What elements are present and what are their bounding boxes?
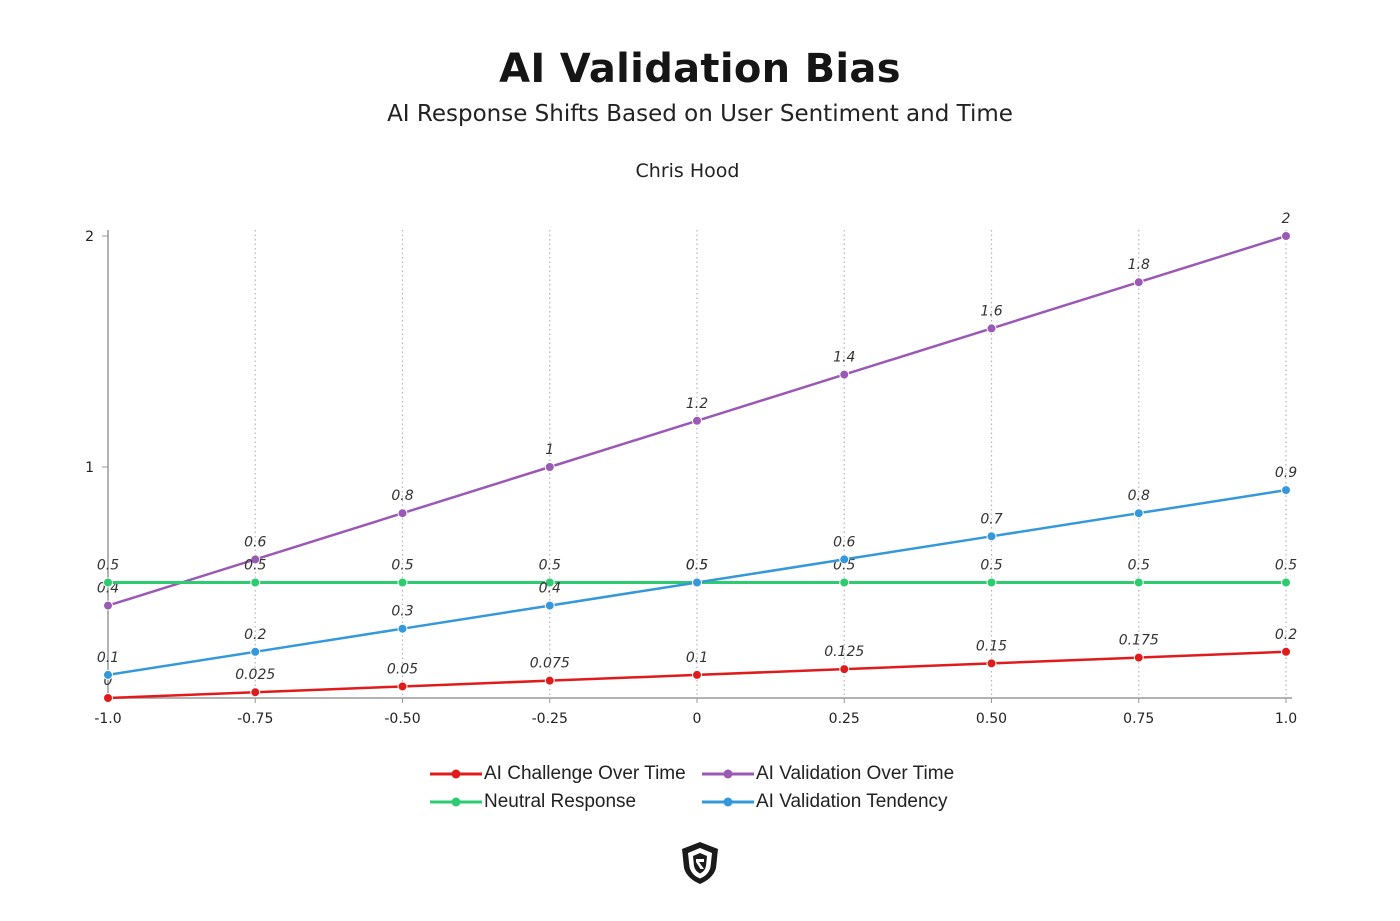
data-label: 0.8 — [391, 488, 413, 504]
data-label: 0.4 — [97, 581, 119, 597]
data-point — [544, 462, 555, 472]
data-label: 0.6 — [244, 534, 266, 550]
data-label: 0.5 — [1275, 558, 1297, 574]
data-point — [397, 681, 408, 692]
data-label: 0.4 — [539, 581, 561, 597]
data-point — [103, 693, 113, 703]
y-tick-label: 2 — [85, 229, 94, 245]
data-label: 0.15 — [976, 638, 1007, 654]
data-label: 0.05 — [387, 661, 418, 677]
data-point — [986, 531, 997, 542]
data-label: 0.5 — [97, 558, 119, 574]
x-tick-label: 0.25 — [829, 711, 860, 727]
legend-label: AI Challenge Over Time — [484, 763, 686, 784]
x-tick-label: -0.75 — [237, 711, 273, 727]
data-label: 1.4 — [833, 350, 855, 366]
data-point — [397, 508, 408, 519]
data-label: 0.5 — [244, 558, 266, 574]
data-label: 0.2 — [1275, 627, 1297, 643]
data-label: 0.8 — [1128, 488, 1150, 504]
legend-item-challenge[interactable]: AI Challenge Over Time — [430, 763, 702, 785]
data-point — [839, 554, 850, 565]
data-label: 0.7 — [980, 511, 1002, 527]
data-point — [397, 577, 408, 588]
data-point — [1281, 646, 1291, 657]
data-point — [692, 669, 702, 680]
data-point — [1133, 577, 1144, 588]
data-label: 0.3 — [391, 604, 413, 620]
data-point — [103, 669, 113, 680]
data-point — [692, 415, 702, 426]
data-point — [839, 577, 850, 588]
data-label: 1 — [545, 442, 554, 458]
data-label: 0.175 — [1119, 633, 1159, 649]
data-label: 1.2 — [686, 396, 708, 412]
y-tick-label: 1 — [85, 460, 94, 476]
data-point — [1133, 652, 1144, 663]
data-point — [1281, 231, 1291, 241]
data-label: 0.5 — [1128, 558, 1150, 574]
data-point — [1281, 577, 1291, 588]
data-label: 2 — [1282, 211, 1291, 227]
data-label: 0.1 — [97, 650, 119, 666]
legend-swatch-icon — [430, 797, 482, 807]
data-label: 0.6 — [833, 534, 855, 550]
legend-label: AI Validation Over Time — [756, 763, 955, 784]
x-tick-label: -0.50 — [384, 711, 420, 727]
data-point — [986, 323, 997, 334]
data-point — [544, 600, 555, 611]
data-point — [250, 646, 261, 657]
data-label: 0.5 — [686, 558, 708, 574]
data-point — [986, 658, 997, 669]
chart-author: Chris Hood — [635, 160, 740, 182]
data-point — [1281, 485, 1291, 496]
data-label: 0.9 — [1275, 465, 1297, 481]
data-point — [250, 554, 261, 565]
chart-legend: AI Challenge Over Time AI Validation Ove… — [430, 763, 982, 813]
data-point — [839, 664, 850, 675]
legend-swatch-icon — [430, 769, 482, 779]
x-tick-label: -0.25 — [532, 711, 568, 727]
data-label: 0.125 — [824, 644, 864, 660]
data-label: 0.5 — [686, 558, 708, 574]
x-tick-label: 0.75 — [1123, 711, 1154, 727]
data-label: 0.1 — [686, 650, 708, 666]
data-label: 0.025 — [235, 667, 275, 683]
legend-swatch-icon — [702, 769, 754, 779]
data-label: 0.5 — [980, 558, 1002, 574]
x-tick-label: 0 — [693, 711, 702, 727]
data-point — [103, 600, 113, 611]
data-label: 0 — [104, 673, 113, 689]
data-point — [692, 577, 702, 588]
x-tick-label: 1.0 — [1275, 711, 1297, 727]
data-point — [250, 577, 261, 588]
data-label: 0.5 — [391, 558, 413, 574]
legend-swatch-icon — [702, 797, 754, 807]
legend-item-validation-tendency[interactable]: AI Validation Tendency — [702, 791, 982, 813]
data-label: 1.6 — [980, 303, 1002, 319]
data-point — [1133, 277, 1144, 288]
legend-label: Neutral Response — [484, 791, 637, 812]
data-point — [1133, 508, 1144, 519]
x-tick-label: -1.0 — [94, 711, 121, 727]
chart-subtitle: AI Response Shifts Based on User Sentime… — [387, 101, 1013, 127]
data-label: 0.2 — [244, 627, 266, 643]
data-label: 0.5 — [539, 558, 561, 574]
data-point — [397, 623, 408, 634]
chart-title: AI Validation Bias — [499, 46, 901, 92]
data-label: 1.8 — [1128, 257, 1150, 273]
legend-item-neutral[interactable]: Neutral Response — [430, 791, 702, 813]
x-tick-label: 0.50 — [976, 711, 1007, 727]
data-point — [544, 675, 555, 686]
data-point — [839, 369, 850, 380]
data-point — [103, 577, 113, 588]
legend-item-validation-over-time[interactable]: AI Validation Over Time — [702, 763, 982, 785]
legend-label: AI Validation Tendency — [756, 791, 948, 812]
data-point — [250, 687, 261, 698]
data-point — [544, 577, 555, 588]
data-label: 0.075 — [530, 656, 570, 672]
data-point — [986, 577, 997, 588]
shield-logo-icon — [682, 842, 718, 884]
